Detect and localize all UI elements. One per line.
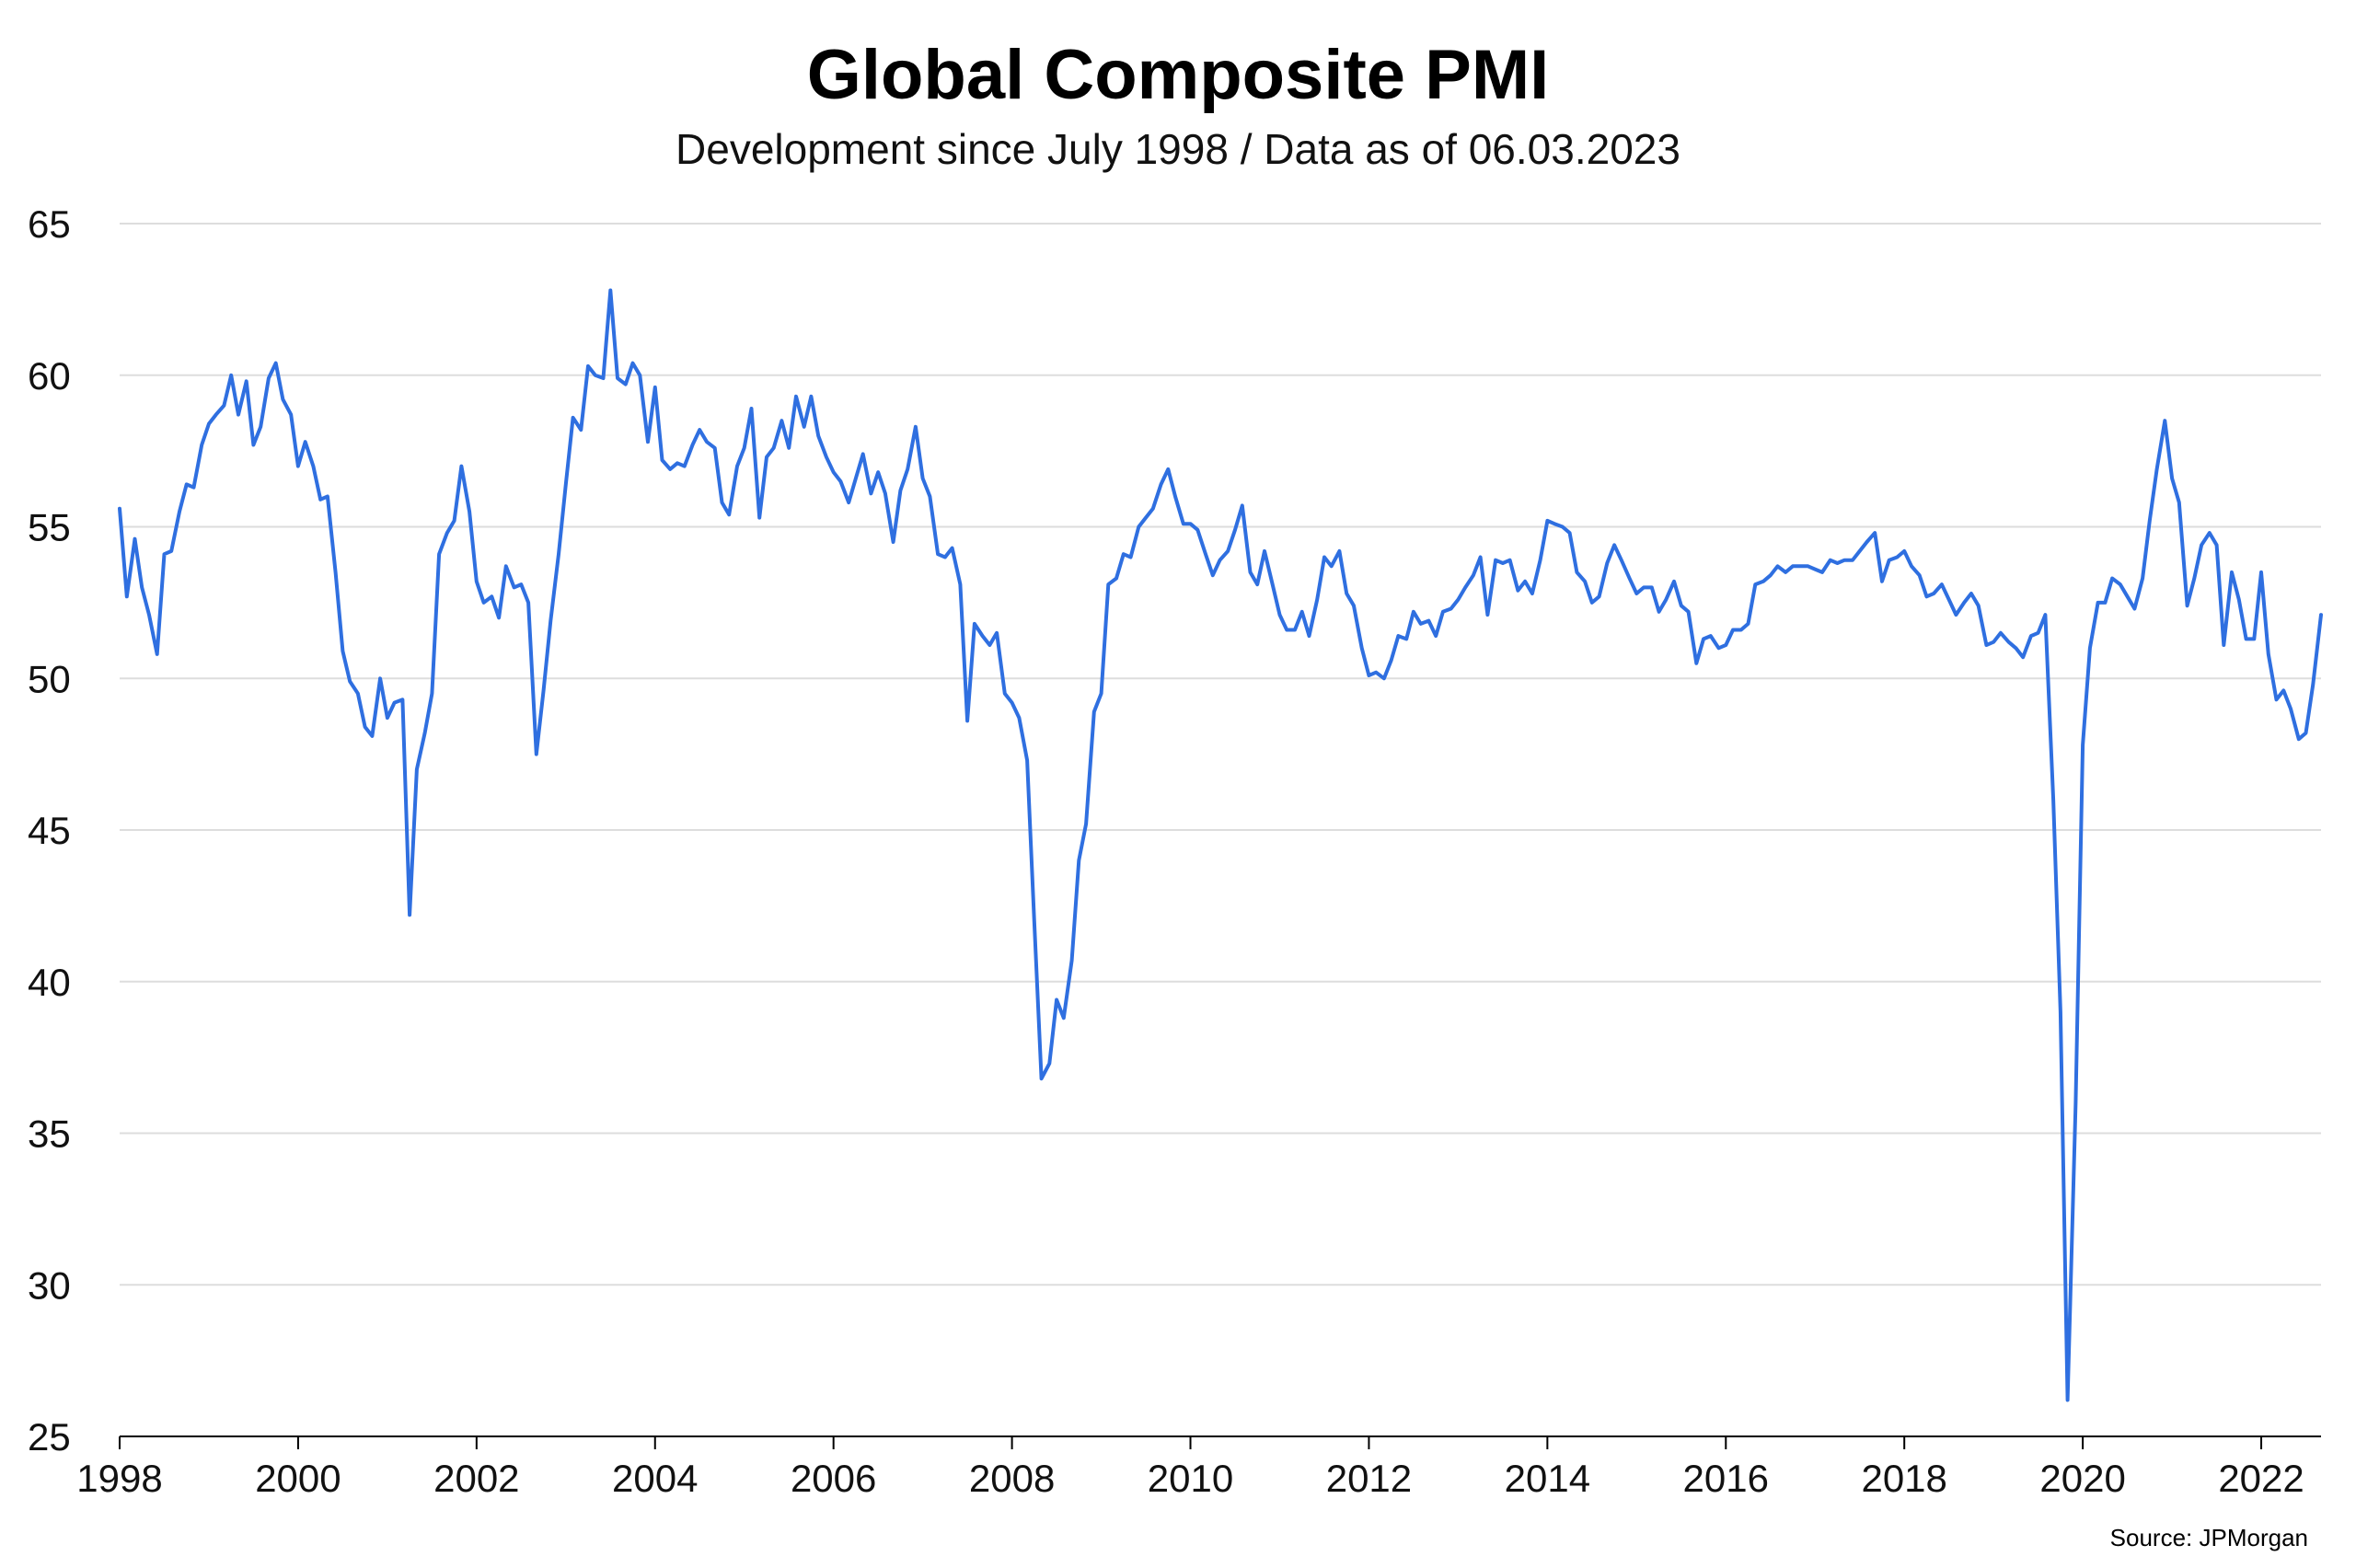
source-note: Source: JPMorgan [2109,1524,2308,1551]
y-tick-label-40: 40 [28,961,71,1004]
y-tick-label-45: 45 [28,809,71,852]
x-tick-label-2008: 2008 [969,1457,1055,1500]
series-group [118,288,2323,1402]
y-tick-label-60: 60 [28,354,71,398]
series-line-0 [118,288,2323,1402]
chart-subtitle: Development since July 1998 / Data as of… [676,125,1680,173]
x-axis: 1998 2000 2002 2004 2006 2008 2010 2012 2014 2016… [76,1435,2321,1500]
y-tick-label-35: 35 [28,1113,71,1156]
y-tick-label-55: 55 [28,506,71,549]
x-tick-label-2022: 2022 [2218,1457,2304,1500]
y-tick-label-30: 30 [28,1263,71,1307]
x-tick-label-2006: 2006 [791,1457,876,1500]
y-tick-label-25: 25 [28,1415,71,1458]
x-tick-label-2020: 2020 [2039,1457,2125,1500]
x-tick-label-2004: 2004 [612,1457,698,1500]
x-tick-label-2010: 2010 [1148,1457,1233,1500]
gridlines [120,223,2321,1286]
x-tick-label-2002: 2002 [433,1457,519,1500]
y-tick-label-65: 65 [28,202,71,246]
x-tick-label-2000: 2000 [255,1457,341,1500]
y-tick-label-50: 50 [28,657,71,700]
x-tick-label-2016: 2016 [1683,1457,1769,1500]
x-tick-label-2012: 2012 [1326,1457,1412,1500]
y-axis-tick-labels: 25 30 35 40 45 50 55 60 65 [28,202,71,1458]
chart-title: Global Composite PMI [806,36,1550,114]
x-tick-label-2018: 2018 [1861,1457,1946,1500]
x-tick-label-1998: 1998 [76,1457,162,1500]
x-tick-label-2014: 2014 [1505,1457,1590,1500]
